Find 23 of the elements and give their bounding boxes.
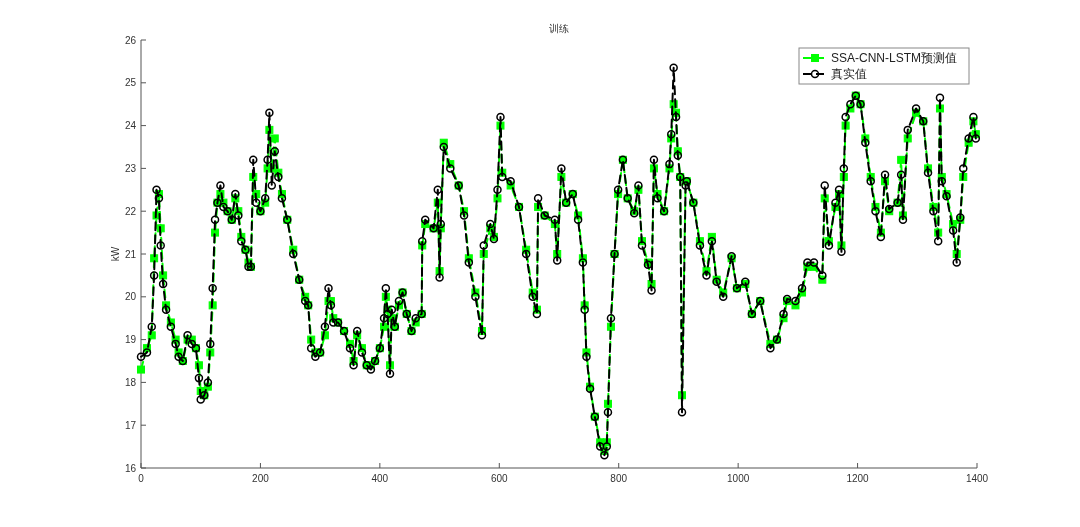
x-tick-label: 0 — [138, 473, 145, 484]
legend-label: SSA-CNN-LSTM预测值 — [831, 51, 958, 65]
x-tick-label: 400 — [371, 473, 389, 484]
x-tick-label: 1000 — [727, 473, 750, 484]
y-axis-title: kW — [110, 246, 121, 262]
x-tick-label: 200 — [252, 473, 270, 484]
x-tick-label: 600 — [490, 473, 509, 484]
y-tick-label: 23 — [124, 162, 137, 174]
y-tick-label: 26 — [124, 34, 137, 46]
x-tick-label: 800 — [610, 473, 628, 484]
y-tick-label: 16 — [124, 462, 137, 474]
chart-title: 训练 — [549, 23, 569, 34]
y-tick-label: 17 — [124, 419, 137, 431]
x-tick-label: 1400 — [965, 473, 989, 484]
y-tick-label: 25 — [124, 77, 137, 89]
legend-label: 真实值 — [831, 67, 867, 81]
y-tick-label: 20 — [124, 291, 137, 303]
y-tick-label: 18 — [124, 376, 137, 388]
y-tick-label: 24 — [124, 120, 137, 132]
y-tick-label: 22 — [124, 205, 137, 217]
y-tick-label: 19 — [124, 334, 137, 346]
x-tick-label: 1200 — [846, 473, 870, 484]
y-tick-label: 21 — [124, 248, 137, 260]
